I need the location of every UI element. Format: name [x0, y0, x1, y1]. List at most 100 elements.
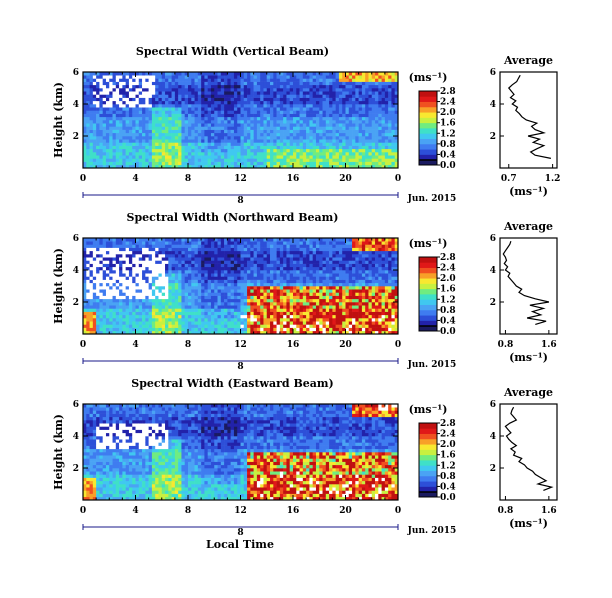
heatmap-cell — [174, 247, 179, 252]
heatmap-cell — [250, 113, 254, 118]
heatmap-cell — [204, 266, 208, 271]
heatmap-cell — [148, 263, 153, 268]
heatmap-cell — [191, 145, 195, 150]
heatmap-cell — [135, 254, 140, 258]
heatmap-cell — [105, 273, 110, 277]
heatmap-cell — [233, 123, 238, 127]
heatmap-cell — [296, 132, 300, 137]
heatmap-cell — [99, 145, 103, 150]
heatmap-cell — [253, 321, 258, 325]
heatmap-cell — [273, 155, 277, 159]
heatmap-cell — [86, 142, 90, 146]
heatmap-cell — [273, 132, 277, 137]
heatmap-cell — [230, 302, 235, 306]
heatmap-cell — [191, 263, 195, 268]
heatmap-cell — [109, 123, 113, 127]
heatmap-cell — [86, 139, 90, 143]
heatmap-cell — [250, 247, 254, 252]
heatmap-cell — [174, 161, 179, 166]
heatmap-cell — [243, 292, 248, 296]
heatmap-cell — [375, 78, 379, 82]
heatmap-cell — [171, 247, 176, 252]
heatmap-cell — [345, 164, 350, 169]
heatmap-cell — [125, 302, 130, 306]
heatmap-cell — [319, 164, 323, 169]
heatmap-cell — [89, 314, 94, 319]
heatmap-cell — [224, 81, 228, 86]
heatmap-cell — [256, 250, 261, 255]
heatmap-cell — [256, 305, 261, 309]
heatmap-cell — [99, 78, 103, 82]
heatmap-cell — [260, 305, 264, 309]
heatmap-cell — [263, 97, 268, 102]
heatmap-cell — [92, 241, 97, 245]
heatmap-cell — [355, 91, 359, 95]
heatmap-cell — [125, 286, 130, 290]
heatmap-cell — [128, 126, 133, 130]
heatmap-cell — [237, 136, 241, 140]
heatmap-cell — [329, 104, 333, 108]
heatmap-cell — [145, 110, 149, 114]
heatmap-cell — [224, 257, 228, 261]
heatmap-cell — [102, 97, 107, 102]
y-tick-label: 2 — [73, 132, 79, 142]
heatmap-cell — [92, 263, 97, 268]
heatmap-cell — [253, 260, 258, 264]
heatmap-cell — [92, 260, 97, 264]
heatmap-cell — [194, 286, 199, 290]
heatmap-cell — [227, 164, 231, 169]
heatmap-cell — [102, 139, 107, 143]
heatmap-cell — [358, 136, 363, 140]
heatmap-cell — [174, 276, 179, 280]
heatmap-cell — [279, 110, 284, 114]
heatmap-cell — [283, 88, 287, 92]
heatmap-cell — [378, 72, 382, 76]
heatmap-cell — [227, 263, 231, 268]
heatmap-cell — [240, 324, 245, 328]
heatmap-cell — [335, 88, 340, 92]
heatmap-cell — [289, 132, 294, 137]
heatmap-cell — [217, 152, 222, 156]
heatmap-cell — [188, 314, 192, 319]
heatmap-cell — [335, 72, 340, 76]
heatmap-cell — [365, 72, 369, 76]
heatmap-cell — [99, 123, 103, 127]
heatmap-cell — [388, 126, 392, 130]
heatmap-cell — [243, 155, 248, 159]
heatmap-cell — [253, 324, 258, 328]
heatmap-cell — [355, 161, 359, 166]
heatmap-cell — [293, 298, 297, 303]
heatmap-cell — [391, 142, 396, 146]
heatmap-cell — [178, 123, 182, 127]
heatmap-cell — [342, 91, 346, 95]
heatmap-cell — [230, 298, 235, 303]
heatmap-cell — [194, 263, 199, 268]
heatmap-cell — [306, 97, 310, 102]
heatmap-cell — [276, 145, 281, 150]
panel-1: Spectral Width (Vertical Beam)0 4 8 12 16 20 0… — [52, 45, 560, 206]
heatmap-cell — [188, 311, 192, 316]
heatmap-cell — [220, 126, 225, 130]
heatmap-cell — [105, 145, 110, 150]
heatmap-cell — [171, 72, 176, 76]
heatmap-cell — [102, 266, 107, 271]
heatmap-cell — [125, 244, 130, 248]
heatmap-cell — [315, 116, 320, 121]
heatmap-cell — [243, 308, 248, 312]
heatmap-cell — [230, 110, 235, 114]
heatmap-cell — [289, 289, 294, 293]
heatmap-cell — [86, 266, 90, 271]
heatmap-cell — [165, 250, 169, 255]
heatmap-cell — [109, 75, 113, 79]
heatmap-cell — [306, 72, 310, 76]
heatmap-cell — [279, 72, 284, 76]
heatmap-cell — [92, 132, 97, 137]
heatmap-cell — [302, 88, 307, 92]
heatmap-cell — [391, 72, 396, 76]
heatmap-cell — [83, 72, 87, 76]
heatmap-cell — [315, 120, 320, 124]
heatmap-cell — [270, 302, 274, 306]
heatmap-cell — [138, 298, 143, 303]
heatmap-cell — [171, 129, 176, 134]
heatmap-cell — [240, 123, 245, 127]
